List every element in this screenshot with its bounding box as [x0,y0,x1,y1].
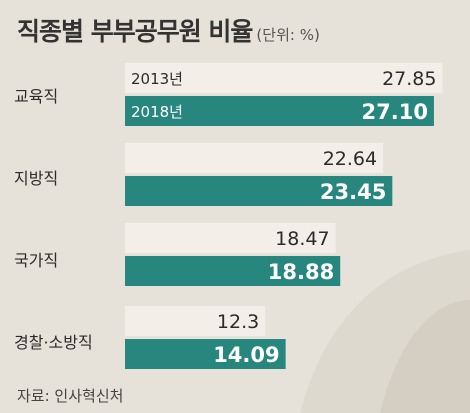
unit-label: (단위: %) [256,26,320,44]
legend-2013: 2013년 [131,70,183,88]
category-label: 지방직 [14,169,58,188]
bar-2013 [125,306,266,336]
category-label: 국가직 [14,251,58,270]
source-note: 자료: 인사혁신처 [17,387,124,405]
chart-title: 직종별 부부공무원 비율 (단위: %) [17,12,320,48]
legend-2018: 2018년 [131,103,183,121]
bar-2018 [125,256,341,286]
data-label-2013: 12.3 [217,311,259,333]
data-label-2018: 18.88 [268,260,334,284]
category-label: 교육직 [14,87,58,106]
bar-2018 [125,176,393,206]
data-label-2018: 27.10 [362,100,428,124]
data-label-2018: 23.45 [320,180,386,204]
bar-2013 [125,63,443,93]
data-label-2013: 22.64 [323,148,377,170]
data-label-2013: 27.85 [382,68,436,90]
data-label-2018: 14.09 [213,343,279,367]
bar-2013 [125,143,384,173]
bar-2013 [125,223,336,253]
bar-2018 [125,96,434,126]
category-label: 경찰·소방직 [14,333,93,352]
bar-2018 [125,339,286,369]
chart-title-text: 직종별 부부공무원 비율 [17,17,253,46]
data-label-2013: 18.47 [275,228,329,250]
